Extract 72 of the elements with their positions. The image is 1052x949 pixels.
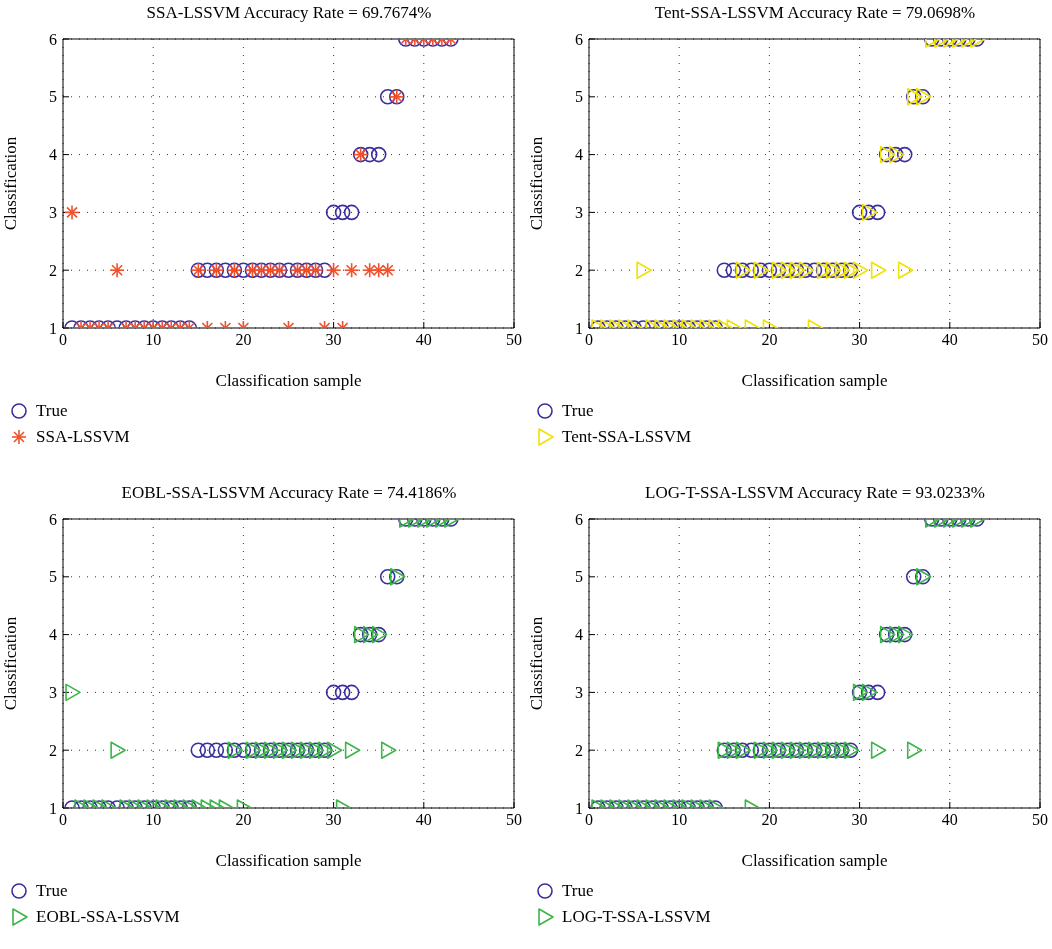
x-tick-label: 50 [506,331,522,349]
x-tick-label: 40 [941,811,958,829]
legend-label: True [562,401,594,421]
x-tick-label: 30 [851,331,868,349]
y-tick-label: 1 [575,799,583,817]
x-tick-label: 10 [671,331,688,349]
y-axis-title: Classification [527,616,547,711]
x-tick-label: 0 [585,811,593,829]
x-tick-label: 30 [325,331,342,349]
y-tick-label: 3 [49,204,57,222]
legend-label: LOG-T-SSA-LSSVM [562,907,711,927]
y-tick-label: 6 [575,30,583,48]
y-tick-label: 4 [575,146,583,164]
x-tick-label: 50 [1032,811,1048,829]
y-axis-title: Classification [1,616,21,711]
x-tick-label: 40 [415,331,432,349]
x-tick-label: 0 [585,331,593,349]
x-tick-label: 0 [59,811,67,829]
y-axis-title: Classification [527,136,547,231]
y-tick-label: 6 [49,30,57,48]
x-tick-label: 20 [235,811,252,829]
chart-title: EOBL-SSA-LSSVM Accuracy Rate = 74.4186% [120,482,458,504]
x-tick-label: 0 [59,331,67,349]
legend-label: True [562,881,594,901]
chart-title: LOG-T-SSA-LSSVM Accuracy Rate = 93.0233% [644,482,986,504]
x-tick-label: 40 [415,811,432,829]
legend-label: SSA-LSSVM [36,427,130,447]
x-tick-label: 40 [941,331,958,349]
point [906,741,923,759]
x-axis-title: Classification sample [741,371,888,390]
x-tick-label: 10 [145,811,162,829]
x-tick-label: 10 [145,331,162,349]
legend-label: Tent-SSA-LSSVM [562,427,692,447]
point [870,741,887,759]
point [869,684,886,701]
y-axis-title: Classification [1,136,21,231]
x-tick-label: 10 [671,811,688,829]
y-tick-label: 3 [49,684,57,702]
y-tick-label: 1 [575,319,583,337]
chart-title: Tent-SSA-LSSVM Accuracy Rate = 79.0698% [653,2,977,24]
y-tick-label: 5 [575,568,583,586]
y-tick-label: 6 [49,510,57,528]
y-tick-label: 2 [575,261,583,279]
x-tick-label: 20 [761,811,778,829]
y-tick-label: 5 [49,568,57,586]
y-tick-label: 5 [49,88,57,106]
legend-label: EOBL-SSA-LSSVM [36,907,180,927]
y-tick-label: 3 [575,684,583,702]
y-tick-label: 1 [49,319,57,337]
y-tick-label: 1 [49,799,57,817]
x-tick-label: 50 [1032,331,1048,349]
y-tick-label: 4 [49,146,57,164]
x-tick-label: 50 [506,811,522,829]
y-tick-label: 2 [575,741,583,759]
y-tick-label: 5 [575,88,583,106]
x-axis-title: Classification sample [215,371,362,390]
y-tick-label: 2 [49,741,57,759]
x-axis-title: Classification sample [741,851,888,870]
chart-title: SSA-LSSVM Accuracy Rate = 69.7674% [145,2,433,24]
legend-label: True [36,881,68,901]
point [743,742,760,758]
y-tick-label: 6 [575,510,583,528]
y-tick-label: 3 [575,204,583,222]
x-tick-label: 30 [325,811,342,829]
y-tick-label: 2 [49,261,57,279]
legend-label: True [36,401,68,421]
y-tick-label: 4 [575,626,583,644]
x-tick-label: 20 [761,331,778,349]
y-tick-label: 4 [49,626,57,644]
x-axis-title: Classification sample [215,851,362,870]
x-tick-label: 20 [235,331,252,349]
x-tick-label: 30 [851,811,868,829]
